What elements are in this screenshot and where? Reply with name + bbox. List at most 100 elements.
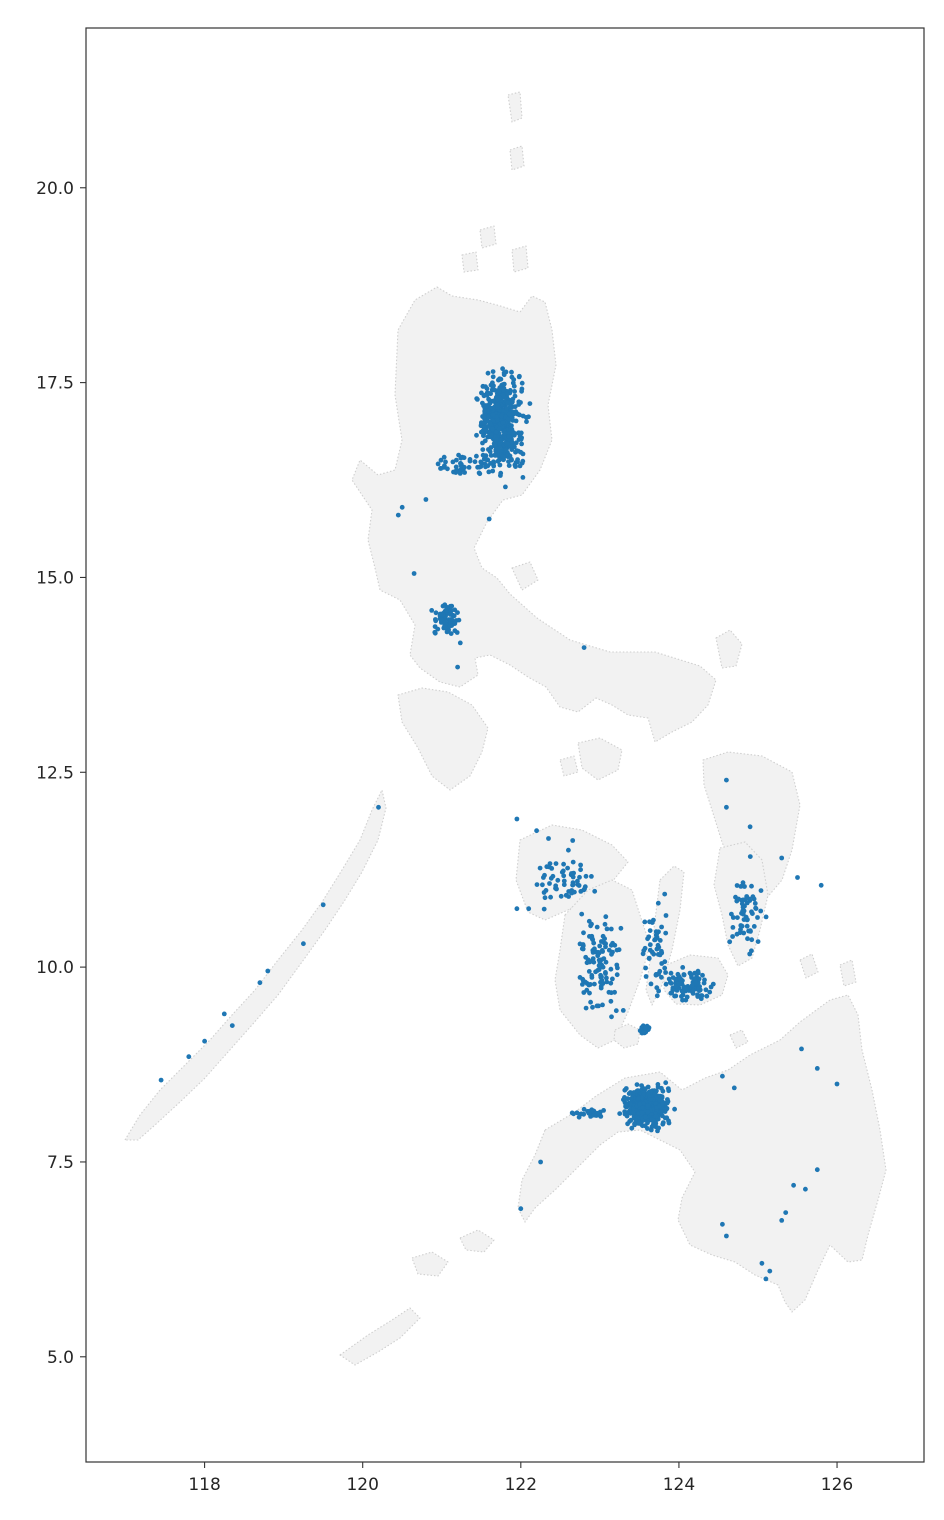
data-point <box>541 906 547 912</box>
data-point <box>640 1105 645 1111</box>
data-point <box>507 403 513 409</box>
data-point <box>441 454 447 460</box>
data-point <box>265 968 271 974</box>
data-point <box>517 373 522 379</box>
data-point <box>511 431 517 437</box>
data-point <box>561 861 566 867</box>
data-point <box>742 897 748 903</box>
data-point <box>720 1221 725 1227</box>
data-point <box>518 430 524 436</box>
landmass-romblon <box>559 755 579 777</box>
data-point <box>411 571 417 576</box>
data-point <box>642 1029 648 1035</box>
data-point <box>513 409 519 415</box>
data-point <box>583 979 588 985</box>
data-point <box>653 929 659 935</box>
data-point <box>443 607 449 613</box>
data-point <box>501 387 506 393</box>
data-point <box>506 459 511 464</box>
data-point <box>636 1096 641 1101</box>
data-point <box>569 871 574 876</box>
data-point <box>603 970 608 975</box>
data-point <box>655 942 661 948</box>
data-point <box>673 993 679 999</box>
data-point <box>654 935 659 941</box>
data-point <box>646 934 652 940</box>
data-point <box>740 908 746 914</box>
data-point <box>663 930 669 936</box>
data-point <box>462 470 467 475</box>
data-point <box>689 983 695 988</box>
data-point <box>656 1125 661 1131</box>
y-tick-label: 17.5 <box>36 374 74 394</box>
data-point <box>608 966 614 972</box>
data-point <box>592 888 598 894</box>
data-point <box>660 1120 666 1125</box>
data-point <box>457 471 463 476</box>
data-point <box>478 459 484 465</box>
data-point <box>544 864 550 870</box>
data-point <box>596 957 602 963</box>
data-point <box>680 989 686 994</box>
data-point <box>561 873 567 879</box>
data-point <box>507 388 513 393</box>
landmass-cebu <box>645 865 685 1006</box>
data-point <box>581 930 586 936</box>
y-tick-label: 7.5 <box>47 1153 74 1173</box>
data-point <box>570 859 576 865</box>
data-point <box>582 886 587 892</box>
data-point <box>513 464 518 469</box>
data-point <box>645 1103 651 1108</box>
data-point <box>730 934 735 939</box>
data-point <box>779 1218 785 1223</box>
data-point <box>503 484 508 490</box>
data-point <box>758 908 764 914</box>
data-point <box>610 976 615 982</box>
data-point <box>520 413 526 419</box>
data-point <box>783 1210 789 1215</box>
data-point <box>441 465 447 470</box>
data-point <box>628 1117 634 1123</box>
data-point <box>678 977 683 983</box>
data-point <box>659 961 665 966</box>
data-point <box>433 610 439 616</box>
data-point <box>738 923 744 928</box>
y-tick-label: 15.0 <box>36 568 74 588</box>
data-point <box>514 448 520 454</box>
data-point <box>779 855 785 861</box>
data-point <box>616 947 622 953</box>
data-point <box>581 990 587 995</box>
data-point <box>570 838 576 843</box>
landmass-mindanao <box>517 994 887 1313</box>
data-point <box>656 988 661 994</box>
data-point <box>731 1085 737 1091</box>
data-point <box>636 1120 642 1126</box>
data-point <box>560 868 566 874</box>
data-point <box>791 1182 796 1188</box>
landmass-sulu-3 <box>459 1229 495 1253</box>
data-point <box>585 1109 590 1114</box>
data-point <box>666 1088 672 1094</box>
data-point <box>648 1097 654 1102</box>
data-point <box>481 421 487 426</box>
data-point <box>475 397 480 402</box>
plot-frame <box>85 27 925 1463</box>
data-point <box>662 891 668 897</box>
data-point <box>588 999 593 1005</box>
data-point <box>578 889 584 894</box>
data-point <box>320 902 326 908</box>
landmass-mindoro <box>397 687 489 791</box>
data-point <box>763 1276 769 1282</box>
data-point <box>655 1082 661 1087</box>
data-point <box>624 1113 630 1119</box>
data-point <box>655 900 661 906</box>
data-point <box>583 1005 589 1011</box>
data-point <box>727 939 733 945</box>
data-point <box>549 866 555 871</box>
data-point <box>641 1101 646 1106</box>
data-point <box>453 464 459 470</box>
data-point <box>546 836 551 841</box>
data-point <box>684 994 690 1000</box>
data-point <box>586 969 592 974</box>
data-point <box>480 447 486 452</box>
